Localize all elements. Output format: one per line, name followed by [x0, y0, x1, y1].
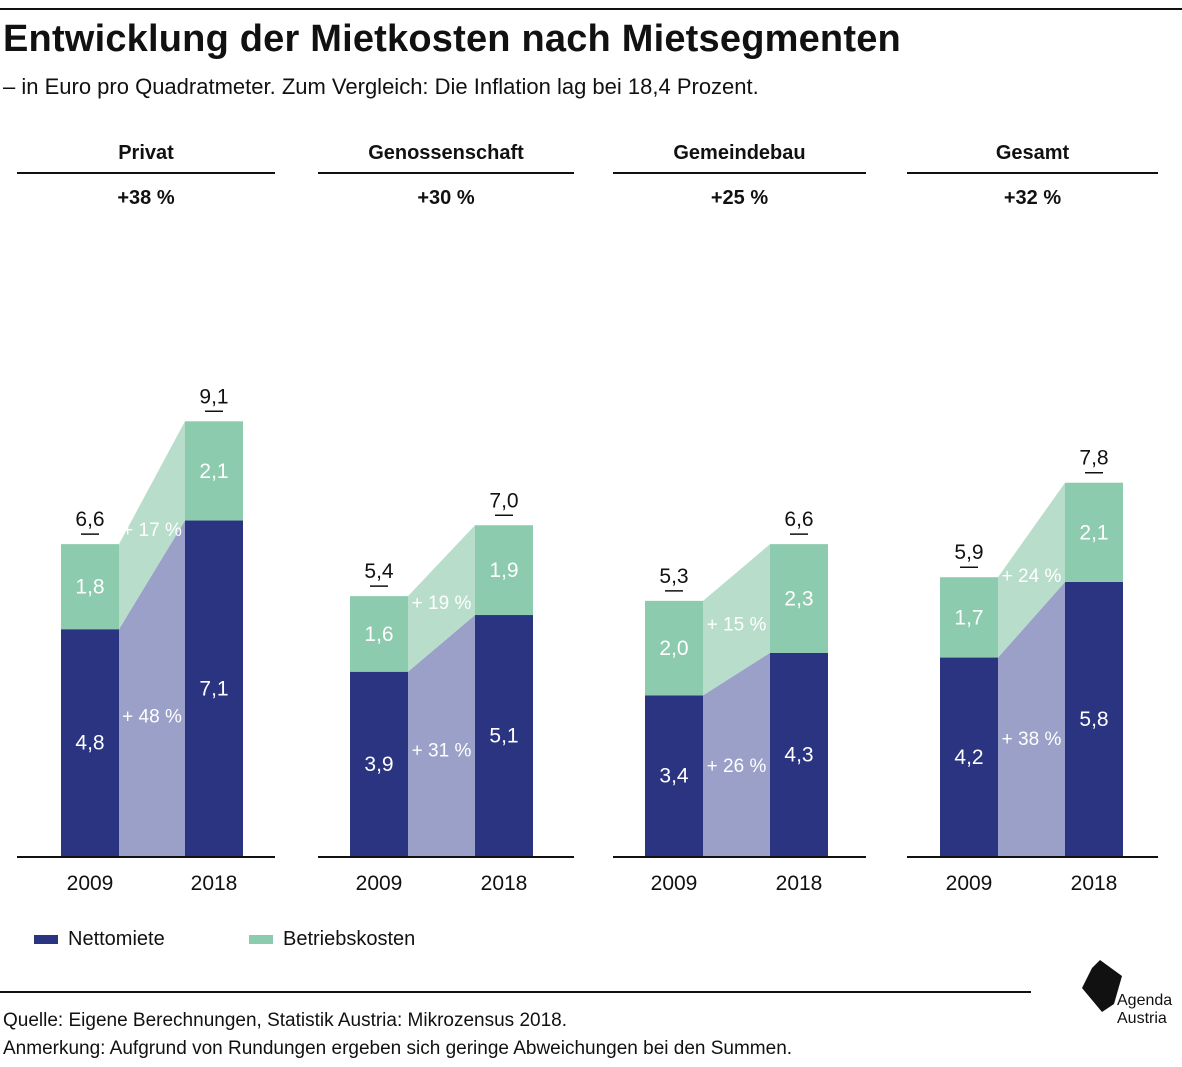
label-nettomiete-genossenschaft-2018: 5,1: [489, 725, 518, 748]
panel-title-privat: Privat: [118, 142, 174, 164]
agenda-austria-logo: [1082, 960, 1122, 1012]
label-total-gemeindebau-2009: 5,3: [659, 565, 688, 588]
remark-note: Anmerkung: Aufgrund von Rundungen ergebe…: [3, 1038, 793, 1059]
year-label-genossenschaft-2018: 2018: [481, 872, 528, 895]
bar-betriebskosten-genossenschaft-2009: [350, 596, 408, 672]
label-nettomiete-genossenschaft-2009: 3,9: [364, 753, 393, 776]
bar-nettomiete-gemeindebau-2009: [645, 695, 703, 856]
band-betriebskosten-gemeindebau: [703, 544, 770, 696]
bar-betriebskosten-gemeindebau-2009: [645, 600, 703, 696]
logo-text-line2: Austria: [1117, 1010, 1167, 1027]
label-nettomiete-gemeindebau-2018: 4,3: [784, 743, 813, 766]
label-total-gesamt-2018: 7,8: [1079, 447, 1108, 470]
year-label-gemeindebau-2009: 2009: [651, 872, 698, 895]
label-betriebskosten-privat-2018: 2,1: [199, 460, 228, 483]
legend-item-betriebskosten: Betriebskosten: [249, 928, 415, 951]
year-label-gesamt-2009: 2009: [946, 872, 993, 895]
bar-betriebskosten-gesamt-2009: [940, 577, 998, 658]
band-betriebskosten-genossenschaft: [408, 525, 475, 672]
label-nettomiete-gesamt-2009: 4,2: [954, 746, 983, 769]
bar-betriebskosten-genossenschaft-2018: [475, 525, 533, 616]
label-nettomiete-gemeindebau-2009: 3,4: [659, 765, 689, 788]
change-nettomiete-gemeindebau: + 26 %: [707, 756, 767, 777]
footer-rule: [0, 991, 1031, 993]
bar-betriebskosten-privat-2009: [61, 544, 119, 630]
legend-swatch-nettomiete: [34, 935, 58, 944]
chart-area: Privat +38 % 4,8 1,8 6,6 2009 7,1 2,1 9,1 2018 + 4…: [17, 142, 1158, 895]
band-nettomiete-gemeindebau: [703, 652, 770, 856]
legend-swatch-betriebskosten: [249, 935, 273, 944]
band-nettomiete-privat: [119, 520, 185, 856]
label-nettomiete-gesamt-2018: 5,8: [1079, 708, 1108, 731]
chart-subtitle: – in Euro pro Quadratmeter. Zum Vergleic…: [3, 74, 759, 99]
bar-nettomiete-gesamt-2018: [1065, 581, 1123, 856]
bar-nettomiete-genossenschaft-2009: [350, 671, 408, 856]
legend-item-nettomiete: Nettomiete: [34, 928, 165, 951]
year-label-gesamt-2018: 2018: [1071, 872, 1118, 895]
bar-nettomiete-genossenschaft-2018: [475, 615, 533, 856]
year-label-gemeindebau-2018: 2018: [776, 872, 823, 895]
panel-change-genossenschaft: +30 %: [417, 187, 474, 209]
band-nettomiete-genossenschaft: [408, 615, 475, 856]
label-total-gemeindebau-2018: 6,6: [784, 508, 813, 531]
label-total-privat-2018: 9,1: [199, 385, 228, 408]
baseline-genossenschaft: [318, 856, 574, 858]
label-betriebskosten-genossenschaft-2018: 1,9: [489, 559, 518, 582]
label-nettomiete-privat-2018: 7,1: [199, 677, 228, 700]
bar-betriebskosten-privat-2018: [185, 421, 243, 521]
top-rule: [0, 8, 1182, 10]
chart-title: Entwicklung der Mietkosten nach Mietsegm…: [3, 18, 901, 60]
label-betriebskosten-gemeindebau-2018: 2,3: [784, 587, 813, 610]
change-nettomiete-genossenschaft: + 31 %: [412, 741, 472, 762]
panel-rule-gemeindebau: [613, 172, 866, 174]
logo-text-line1: Agenda: [1117, 992, 1173, 1009]
baseline-gemeindebau: [613, 856, 866, 858]
band-betriebskosten-privat: [119, 421, 185, 630]
label-total-genossenschaft-2009: 5,4: [364, 560, 394, 583]
band-nettomiete-gesamt: [998, 581, 1065, 856]
panel-title-gesamt: Gesamt: [996, 142, 1070, 164]
label-betriebskosten-privat-2009: 1,8: [75, 576, 104, 599]
bar-nettomiete-privat-2018: [185, 520, 243, 856]
bar-nettomiete-gesamt-2009: [940, 657, 998, 856]
label-betriebskosten-genossenschaft-2009: 1,6: [364, 623, 393, 646]
bar-nettomiete-privat-2009: [61, 629, 119, 856]
change-nettomiete-gesamt: + 38 %: [1002, 729, 1062, 750]
baseline-privat: [17, 856, 275, 858]
panel-change-gesamt: +32 %: [1004, 187, 1061, 209]
bar-betriebskosten-gemeindebau-2018: [770, 544, 828, 653]
label-betriebskosten-gesamt-2018: 2,1: [1079, 521, 1108, 544]
year-label-genossenschaft-2009: 2009: [356, 872, 403, 895]
label-total-genossenschaft-2018: 7,0: [489, 489, 518, 512]
legend-label-betriebskosten: Betriebskosten: [283, 928, 416, 950]
panel-title-genossenschaft: Genossenschaft: [368, 142, 524, 164]
legend-label-nettomiete: Nettomiete: [68, 928, 165, 950]
panel-rule-gesamt: [907, 172, 1158, 174]
baseline-gesamt: [907, 856, 1158, 858]
bar-betriebskosten-gesamt-2018: [1065, 482, 1123, 582]
label-total-privat-2009: 6,6: [75, 508, 104, 531]
source-note: Quelle: Eigene Berechnungen, Statistik A…: [3, 1010, 567, 1031]
change-betriebskosten-privat: + 17 %: [122, 520, 182, 541]
band-betriebskosten-gesamt: [998, 482, 1065, 658]
logo-shape-icon: [1082, 960, 1122, 1012]
year-label-privat-2018: 2018: [191, 872, 238, 895]
change-betriebskosten-genossenschaft: + 19 %: [412, 593, 472, 614]
label-betriebskosten-gemeindebau-2009: 2,0: [659, 637, 688, 660]
panel-title-gemeindebau: Gemeindebau: [673, 142, 805, 164]
change-nettomiete-privat: + 48 %: [122, 706, 182, 727]
change-betriebskosten-gesamt: + 24 %: [1002, 566, 1062, 587]
year-label-privat-2009: 2009: [67, 872, 114, 895]
panel-rule-privat: [17, 172, 275, 174]
bar-nettomiete-gemeindebau-2018: [770, 652, 828, 856]
label-total-gesamt-2009: 5,9: [954, 541, 983, 564]
panel-change-privat: +38 %: [117, 187, 174, 209]
change-betriebskosten-gemeindebau: + 15 %: [707, 614, 767, 635]
panel-change-gemeindebau: +25 %: [711, 187, 768, 209]
label-betriebskosten-gesamt-2009: 1,7: [954, 606, 983, 629]
label-nettomiete-privat-2009: 4,8: [75, 732, 104, 755]
panel-rule-genossenschaft: [318, 172, 574, 174]
